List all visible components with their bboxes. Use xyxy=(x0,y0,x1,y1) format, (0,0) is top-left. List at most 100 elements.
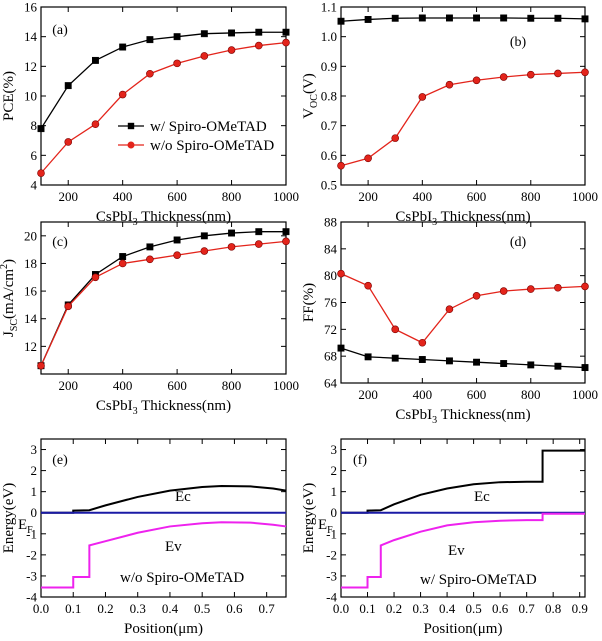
y-tick-label: 1 xyxy=(331,484,338,499)
y-tick-label: 0.6 xyxy=(321,148,338,163)
y-axis-label: VOC(V) xyxy=(301,73,320,119)
x-tick-label: 600 xyxy=(167,189,187,204)
y-axis-label: Energy(eV) xyxy=(1,483,17,554)
data-point-square xyxy=(418,14,426,22)
data-point-circle xyxy=(554,69,562,78)
fermi-level-label-sub: F xyxy=(27,525,33,536)
legend-marker xyxy=(127,122,135,130)
data-point-square xyxy=(473,14,481,22)
panel-label: (a) xyxy=(52,23,68,38)
y-axis-label-part: 2 xyxy=(0,264,10,269)
x-tick-label: 0.2 xyxy=(386,601,402,616)
data-point-square xyxy=(119,43,127,51)
device-note: w/ Spiro-OMeTAD xyxy=(420,572,537,588)
y-tick-label: 84 xyxy=(324,241,338,256)
y-tick-label: -4 xyxy=(26,590,37,605)
series-line xyxy=(41,521,287,589)
series-line xyxy=(340,347,586,369)
axes-frame xyxy=(40,6,287,186)
y-axis-label-part: OC xyxy=(309,94,320,108)
x-axis-label-rest: Thickness(nm) xyxy=(138,209,231,225)
data-point-circle xyxy=(118,259,127,268)
y-tick-label: 6 xyxy=(31,148,38,163)
x-tick-label: 200 xyxy=(358,189,378,204)
y-tick-label: 0.9 xyxy=(321,59,337,74)
x-tick-label: 600 xyxy=(167,378,187,393)
data-point-circle xyxy=(418,338,427,347)
y-tick-label: 1.0 xyxy=(321,29,337,44)
data-point-square xyxy=(391,14,399,22)
data-point-circle xyxy=(227,46,236,54)
x-axis-label-main: CsPbI xyxy=(395,209,432,225)
legend-label: w/o Spiro-OMeTAD xyxy=(150,138,274,154)
data-point-circle xyxy=(499,287,508,295)
y-tick-label: -3 xyxy=(26,568,37,583)
y-tick-label: 68 xyxy=(324,349,337,364)
data-point-circle xyxy=(337,161,345,170)
data-point-circle xyxy=(173,59,181,68)
conduction-band-label: Ec xyxy=(474,489,490,505)
data-point-circle xyxy=(254,240,263,248)
fermi-level-label: EF xyxy=(18,517,33,536)
series-line xyxy=(340,17,586,22)
data-point-circle xyxy=(472,76,481,85)
series-line xyxy=(341,512,585,589)
data-point-circle xyxy=(91,273,100,282)
axes-frame xyxy=(40,438,287,598)
data-point-square xyxy=(173,33,181,41)
x-tick-label: 0.9 xyxy=(572,601,588,616)
data-point-circle xyxy=(200,247,209,255)
data-point-square xyxy=(228,229,236,237)
x-tick-label: 1000 xyxy=(572,387,598,402)
device-note: w/o Spiro-OMeTAD xyxy=(120,570,244,586)
y-axis-label-part: SC xyxy=(9,319,20,332)
y-tick-label: 0 xyxy=(331,505,338,520)
y-tick-label: 10 xyxy=(24,89,37,104)
x-tick-label: 0.7 xyxy=(259,601,276,616)
panel-d: 200 400 600 800 1000 64 68 72 76 80 84 88 CsPbI3 Thi… xyxy=(301,215,598,427)
data-point-circle xyxy=(64,138,73,146)
data-point-circle xyxy=(118,90,127,99)
panel-label: (b) xyxy=(510,35,527,50)
y-tick-label: 18 xyxy=(24,256,37,271)
data-point-square xyxy=(581,364,589,372)
x-tick-label: 1000 xyxy=(572,189,598,204)
y-tick-label: -2 xyxy=(326,547,337,562)
data-point-square xyxy=(554,362,562,370)
y-tick-label: 0 xyxy=(31,505,38,520)
data-point-circle xyxy=(146,255,154,264)
x-axis-label: CsPbI3 Thickness(nm) xyxy=(395,407,530,426)
data-point-circle xyxy=(146,69,154,78)
data-point-circle xyxy=(445,80,454,89)
panel-e: 0.0 0.1 0.2 0.3 0.4 0.5 0.6 0.7 -4 -3 -2 -1 0 1 2 3 Posi… xyxy=(1,438,287,637)
panel-label: (f) xyxy=(353,453,367,468)
x-tick-label: 0.1 xyxy=(65,601,81,616)
x-tick-label: 0.8 xyxy=(545,601,561,616)
x-tick-label: 0.4 xyxy=(439,601,456,616)
y-axis-label: Energy(eV) xyxy=(301,483,317,554)
y-tick-label: 88 xyxy=(324,215,337,230)
y-axis-label-part: (V) xyxy=(301,73,317,94)
y-tick-label: -3 xyxy=(326,568,337,583)
data-point-square xyxy=(473,358,481,366)
y-tick-label: 0.7 xyxy=(321,118,338,133)
x-tick-label: 0.0 xyxy=(333,601,349,616)
data-point-square xyxy=(364,353,372,361)
data-point-square xyxy=(173,236,181,244)
y-tick-label: 0.8 xyxy=(321,89,337,104)
data-point-circle xyxy=(227,243,236,251)
data-point-square xyxy=(500,14,508,22)
x-tick-label: 0.6 xyxy=(492,601,509,616)
data-point-circle xyxy=(581,68,589,77)
data-point-square xyxy=(282,228,290,236)
data-point-circle xyxy=(200,52,209,60)
panel-c: 200 400 600 800 1000 12 14 16 18 20 CsPbI3 Thickne… xyxy=(0,221,299,417)
series-line xyxy=(41,484,287,514)
data-point-square xyxy=(37,125,45,133)
data-point-square xyxy=(391,354,399,362)
y-tick-label: -2 xyxy=(26,547,37,562)
x-tick-label: 0.1 xyxy=(359,601,375,616)
x-axis-label: CsPbI3 Thickness(nm) xyxy=(395,209,530,228)
data-point-square xyxy=(364,16,372,23)
data-point-square xyxy=(255,228,263,236)
